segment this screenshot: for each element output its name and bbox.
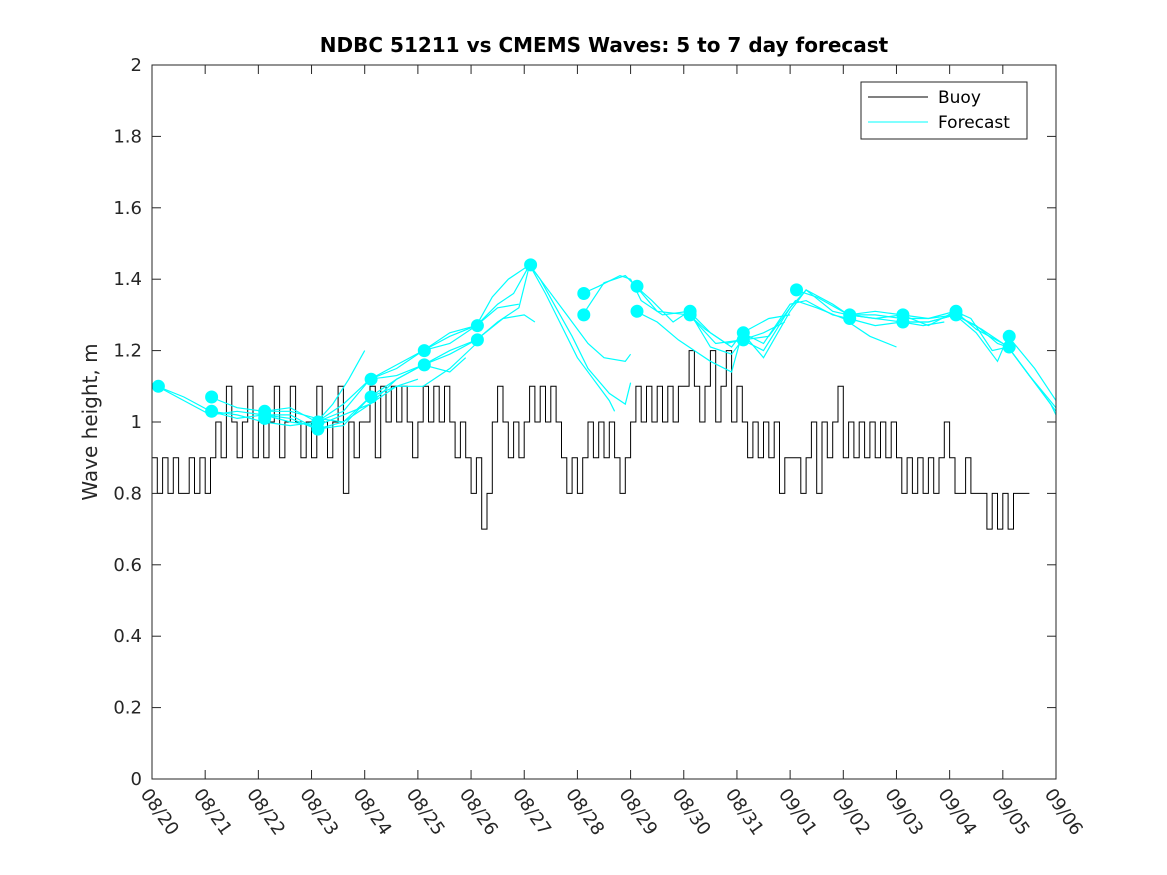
y-tick-label: 0.6 xyxy=(113,555,142,576)
forecast-run-line-4 xyxy=(210,343,477,430)
forecast-run-line-2 xyxy=(157,378,419,427)
forecast-run-line-7 xyxy=(316,264,632,423)
forecast-marker-10 xyxy=(364,390,378,404)
forecast-marker-2 xyxy=(205,390,219,404)
forecast-marker-3 xyxy=(205,404,219,418)
forecast-run-line-18 xyxy=(901,314,1057,412)
forecast-run-line-1 xyxy=(157,350,366,427)
forecast-marker-12 xyxy=(417,358,431,372)
forecast-marker-15 xyxy=(524,258,538,272)
y-tick-label: 0.4 xyxy=(113,626,142,647)
forecast-marker-16 xyxy=(577,287,591,300)
forecast-marker-1 xyxy=(151,379,165,393)
series-layer xyxy=(151,258,1057,530)
forecast-marker-21 xyxy=(683,308,697,322)
forecast-marker-13 xyxy=(470,319,484,333)
forecast-marker-19 xyxy=(630,304,644,318)
forecast-marker-24 xyxy=(790,283,803,297)
buoy-series-line xyxy=(152,350,1030,530)
legend-box xyxy=(860,81,1028,140)
forecast-marker-23 xyxy=(736,333,750,347)
forecast-marker-11 xyxy=(417,344,431,358)
y-tick-label: 1.4 xyxy=(113,269,142,290)
forecast-marker-32 xyxy=(1002,340,1016,354)
forecast-marker-30 xyxy=(949,308,963,322)
chart-title: NDBC 51211 vs CMEMS Waves: 5 to 7 day fo… xyxy=(320,33,889,57)
forecast-run-line-5 xyxy=(263,303,520,423)
forecast-marker-31 xyxy=(1002,329,1016,343)
forecast-marker-18 xyxy=(630,279,644,293)
forecast-marker-26 xyxy=(843,312,857,325)
y-tick-label: 1.2 xyxy=(113,341,142,362)
y-tick-label: 0.2 xyxy=(113,698,142,719)
y-axis-label: Wave height, m xyxy=(78,343,102,500)
y-tick-label: 1.8 xyxy=(113,126,142,147)
forecast-marker-28 xyxy=(896,315,910,329)
forecast-run-line-13 xyxy=(635,299,945,373)
y-tick-label: 0.8 xyxy=(113,483,142,504)
y-tick-label: 2 xyxy=(131,55,142,76)
legend-forecast-label: Forecast xyxy=(938,113,1010,133)
legend: Buoy Forecast xyxy=(860,81,1028,140)
y-tick-label: 1 xyxy=(131,412,142,433)
forecast-marker-17 xyxy=(577,308,591,322)
forecast-marker-9 xyxy=(364,372,378,386)
y-tick-label: 0 xyxy=(131,769,142,790)
legend-buoy-label: Buoy xyxy=(938,88,981,108)
forecast-marker-14 xyxy=(470,333,484,347)
y-tick-label: 1.6 xyxy=(113,198,142,219)
forecast-marker-8 xyxy=(311,422,325,436)
forecast-marker-6 xyxy=(258,411,272,425)
